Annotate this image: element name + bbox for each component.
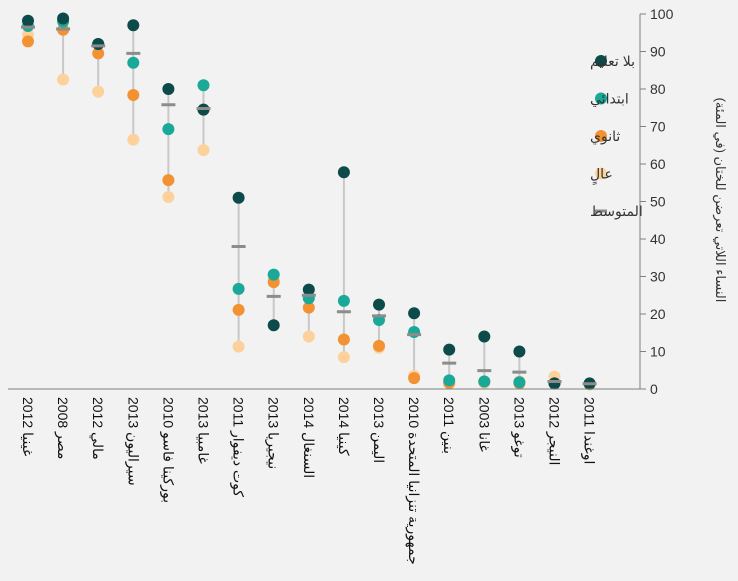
- data-point: [162, 174, 175, 187]
- data-point: [478, 330, 491, 343]
- legend-label: ابتدائي: [590, 91, 629, 108]
- data-point: [513, 376, 526, 389]
- x-category-label: كوت ديفوار 2011: [230, 397, 247, 497]
- legend-marker: [595, 130, 607, 142]
- y-tick-label: 30: [650, 269, 666, 285]
- x-category-label: كينيا 2014: [336, 397, 352, 456]
- x-category-label: مصر 2008: [54, 397, 71, 459]
- data-point: [302, 283, 315, 296]
- legend-label: المتوسط: [590, 203, 643, 220]
- legend-item: بلا تعليم: [590, 53, 635, 70]
- legend-item: المتوسط: [590, 203, 643, 220]
- data-point: [232, 191, 245, 204]
- data-point: [22, 14, 34, 27]
- data-point: [162, 83, 175, 95]
- y-axis-ticks: 0 10 20 30 40 50 60 70 80 90 100: [640, 6, 674, 397]
- x-category-label: بنين 2011: [440, 397, 457, 454]
- legend: بلا تعليم ابتدائي ثانوي عالٍ المتوسط: [590, 53, 643, 220]
- data-point: [57, 73, 70, 86]
- data-point: [232, 282, 245, 295]
- data-point: [513, 345, 526, 358]
- x-category-label: بوركينا فاسو 2010: [159, 397, 176, 503]
- data-point: [127, 56, 140, 69]
- data-point: [408, 372, 421, 385]
- data-point: [197, 144, 210, 157]
- x-category-label: توغو 2013: [510, 397, 527, 458]
- data-point: [302, 330, 315, 343]
- x-category-label: غامبيا 2013: [196, 397, 212, 464]
- y-tick-label: 50: [650, 194, 666, 210]
- x-category-label: نيجيريا 2013: [265, 397, 282, 469]
- data-point: [267, 319, 280, 332]
- data-point: [443, 374, 456, 387]
- y-tick-label: 10: [650, 344, 666, 360]
- data-point: [57, 12, 70, 25]
- data-point: [127, 89, 140, 101]
- x-category-label: سيراليون 2013: [124, 397, 141, 486]
- data-point: [337, 333, 350, 346]
- range-lines: [27, 18, 591, 385]
- x-axis-category-labels: غينيا 2012 مصر 2008 مالي 2012 سيراليون 2013…: [20, 397, 598, 565]
- data-point: [548, 377, 561, 390]
- y-tick-label: 90: [650, 44, 666, 60]
- x-category-label: النيجر 2012: [546, 397, 563, 465]
- x-category-label: غانا 2003: [476, 397, 492, 452]
- data-point: [127, 133, 140, 146]
- data-point: [408, 307, 421, 320]
- legend-item: عالٍ: [590, 166, 613, 186]
- data-point: [92, 38, 105, 50]
- legend-marker: [595, 92, 607, 105]
- y-axis-title: النساء اللاتي تعرضن للختان (في المئة): [712, 98, 728, 303]
- legend-item: ابتدائي: [590, 91, 629, 108]
- y-tick-label: 70: [650, 119, 666, 135]
- data-point: [22, 35, 34, 48]
- data-point: [162, 123, 175, 136]
- legend-label: ثانوي: [590, 128, 620, 145]
- data-point: [337, 351, 350, 364]
- x-category-label: غينيا 2012: [20, 397, 36, 456]
- data-point: [337, 166, 350, 179]
- data-point: [373, 298, 385, 311]
- y-tick-label: 20: [650, 306, 666, 322]
- data-point: [478, 375, 491, 388]
- data-point: [232, 340, 245, 353]
- data-point: [373, 339, 385, 352]
- x-category-label: مالي 2012: [89, 397, 106, 460]
- data-point: [267, 268, 280, 281]
- data-point: [197, 79, 210, 92]
- data-markers: [21, 12, 597, 391]
- plot-area: [21, 12, 597, 391]
- y-tick-label: 100: [650, 6, 674, 22]
- legend-marker: [595, 55, 607, 67]
- data-point: [92, 85, 105, 98]
- x-category-label: جمهورية تنزانيا المتحدة 2010: [405, 397, 422, 565]
- data-point: [337, 294, 350, 307]
- data-point: [92, 47, 105, 60]
- data-point: [408, 326, 421, 338]
- y-tick-label: 60: [650, 156, 666, 172]
- y-tick-label: 0: [650, 381, 658, 397]
- x-category-label: اليمن 2013: [370, 397, 387, 463]
- data-point: [162, 191, 175, 203]
- data-point: [127, 19, 140, 32]
- legend-item: ثانوي: [590, 128, 620, 145]
- y-tick-label: 40: [650, 231, 666, 247]
- legend-label: بلا تعليم: [590, 53, 635, 70]
- legend-marker: [595, 167, 607, 180]
- x-category-label: اوغندا 2011: [581, 397, 598, 464]
- data-point: [443, 343, 456, 356]
- y-tick-label: 80: [650, 81, 666, 97]
- y-axis: 0 10 20 30 40 50 60 70 80 90 100: [639, 6, 674, 397]
- data-point: [232, 303, 245, 316]
- data-point: [302, 301, 315, 314]
- legend-label: عالٍ: [590, 166, 613, 186]
- x-category-label: السنغال 2014: [301, 397, 317, 478]
